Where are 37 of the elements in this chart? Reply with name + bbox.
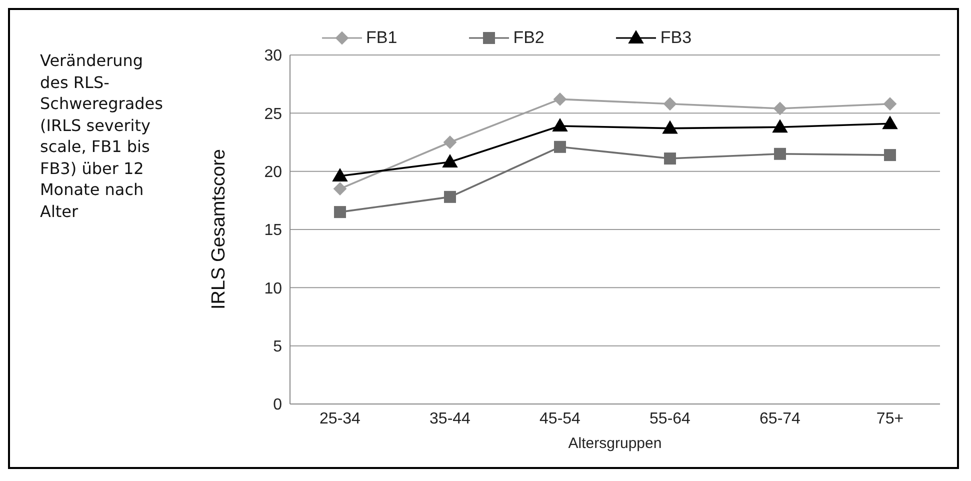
point xyxy=(334,206,346,218)
y-axis-title: IRLS Gesamtscore xyxy=(208,149,230,310)
point xyxy=(334,182,346,196)
x-tick-label: 45-54 xyxy=(540,410,581,428)
x-tick-label: 35-44 xyxy=(430,410,471,428)
text: Veränderung des RLS-Schweregrades (IRLS severity scale, FB1 bis FB3) über 12 Monate nach Alter xyxy=(40,50,164,222)
point xyxy=(774,148,786,160)
point xyxy=(554,92,566,106)
y-tick-label: 5 xyxy=(273,338,282,356)
point xyxy=(442,154,458,168)
y-tick-label: 30 xyxy=(264,48,282,65)
point xyxy=(772,120,788,133)
point xyxy=(444,136,456,149)
legend-label: FB2 xyxy=(513,28,544,48)
point xyxy=(662,120,678,134)
y-tick-label: 20 xyxy=(264,164,282,182)
point xyxy=(332,168,348,182)
point xyxy=(882,116,898,130)
point xyxy=(554,140,566,153)
point xyxy=(884,149,896,162)
y-tick-label: 0 xyxy=(273,396,282,414)
x-axis-title: Altersgruppen xyxy=(568,435,662,452)
point xyxy=(774,102,786,116)
point xyxy=(664,97,676,110)
legend-label: FB1 xyxy=(366,28,398,48)
x-tick-label: 55-64 xyxy=(650,410,691,428)
x-tick-label: 65-74 xyxy=(760,410,801,428)
legend-label: FB3 xyxy=(660,28,692,48)
y-tick-label: 25 xyxy=(264,106,282,123)
point xyxy=(552,118,568,132)
point xyxy=(444,190,456,203)
point xyxy=(664,152,676,165)
x-tick-label: 25-34 xyxy=(320,410,361,428)
y-tick-label: 15 xyxy=(264,222,282,240)
y-tick-label: 10 xyxy=(264,280,282,298)
x-tick-label: 75+ xyxy=(876,410,904,428)
point xyxy=(884,97,896,110)
